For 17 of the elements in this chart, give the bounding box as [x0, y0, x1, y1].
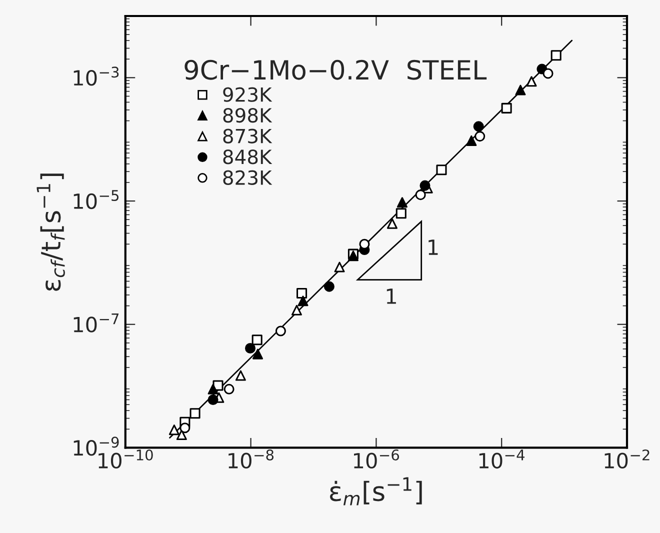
legend-label: 848K	[223, 150, 272, 164]
x-axis-title: ε̇$_{m}$[s$^{−1}$]	[330, 477, 422, 506]
x-tick-label: 10$^{−2}$	[604, 449, 650, 469]
annotation: 1	[428, 240, 438, 255]
legend-title: 9Cr−1Mo−0.2V STEEL	[184, 60, 487, 80]
legend-label: 873K	[223, 128, 272, 144]
legend-label: 923K	[223, 87, 272, 102]
y-tick-label: 10$^{−5}$	[74, 190, 119, 210]
y-tick-label: 10$^{−7}$	[74, 314, 119, 332]
x-tick-label: 10$^{−4}$	[479, 450, 525, 469]
legend-label: 823K	[223, 170, 272, 185]
y-tick-label: 10$^{−3}$	[74, 66, 119, 86]
legend-label: 898K	[223, 108, 272, 123]
x-tick-label: 10$^{−6}$	[354, 449, 400, 469]
x-tick-label: 10$^{−8}$	[228, 449, 274, 469]
y-axis-title: ε$_{cf}$/t$_{f}$[s$^{−1}$]	[36, 174, 65, 291]
annotation: 1	[386, 288, 396, 304]
